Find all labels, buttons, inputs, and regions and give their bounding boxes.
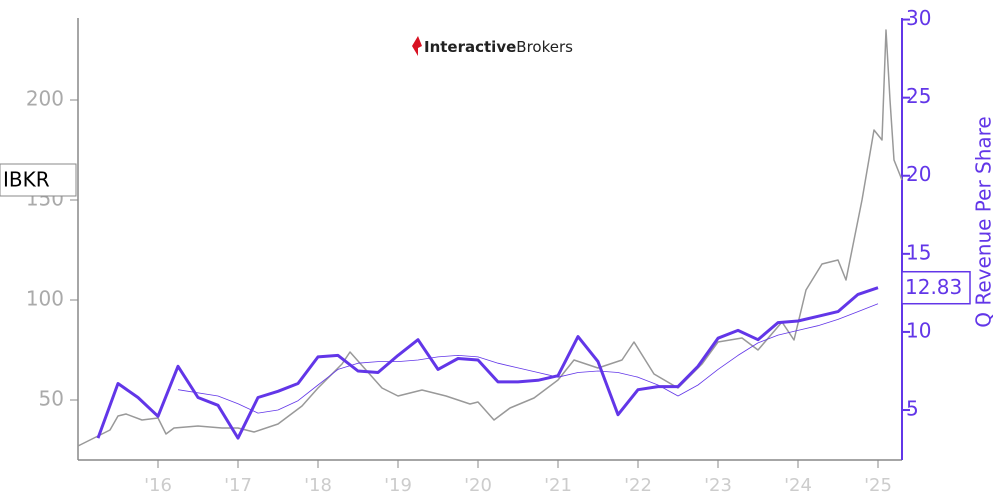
y2-tick-label: 20: [906, 162, 931, 186]
y2-tick-label: 15: [906, 240, 931, 264]
x-tick-label: '18: [304, 475, 332, 496]
x-tick-label: '25: [864, 475, 892, 496]
x-tick-label: '16: [144, 475, 172, 496]
y2-tick-label: 25: [906, 84, 931, 108]
x-tick-label: '21: [544, 475, 572, 496]
y2-tick-label: 5: [906, 397, 919, 421]
series-line: [77, 29, 903, 447]
series-line: [96, 286, 879, 440]
series-line: [177, 303, 879, 414]
logo-regular: Brokers: [516, 38, 573, 56]
x-tick-label: '17: [224, 475, 252, 496]
x-tick-label: '24: [784, 475, 812, 496]
x-tick-label: '22: [624, 475, 652, 496]
y-tick-label: 50: [39, 387, 64, 411]
logo-bold: Interactive: [424, 38, 516, 56]
logo: InteractiveBrokers: [412, 36, 573, 56]
y2-tick-label: 10: [906, 318, 931, 342]
price-tag-box: [0, 163, 77, 197]
value-tag-box: [901, 270, 971, 305]
y2-tick-label: 30: [906, 6, 931, 30]
x-tick-label: '19: [384, 475, 412, 496]
y-tick-label: 100: [26, 287, 64, 311]
y-tick-label: 200: [26, 87, 64, 111]
value-tag: 12.83: [905, 275, 962, 299]
y2-axis-label: Q Revenue Per Share: [972, 116, 996, 328]
price-tag: IBKR: [3, 168, 50, 192]
x-tick-label: '20: [464, 475, 492, 496]
x-tick-label: '23: [704, 475, 732, 496]
logo-icon: [412, 36, 422, 56]
logo-text: InteractiveBrokers: [424, 38, 573, 56]
